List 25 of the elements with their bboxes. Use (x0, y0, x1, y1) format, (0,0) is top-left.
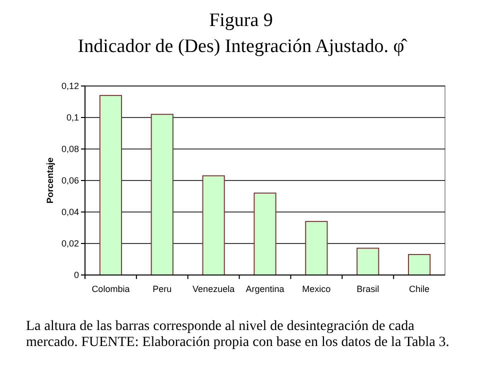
bar (254, 192, 276, 276)
x-tick-label: Venezuela (192, 284, 235, 294)
y-tick-label: 0,08 (61, 144, 79, 154)
chart-subtitle: Indicador de (Des) Integración Ajustado. φ̂ (78, 36, 408, 57)
x-tick-label: Chile (409, 284, 430, 294)
x-tick-label: Colombia (92, 284, 130, 294)
bar (305, 220, 328, 276)
bar (408, 254, 431, 276)
y-tick-label: 0,06 (61, 176, 79, 186)
y-tick-label: 0,04 (61, 207, 79, 218)
bar (202, 175, 225, 276)
x-tick-label: Mexico (302, 284, 331, 294)
bar (356, 248, 380, 276)
y-axis-title: Porcentaje (45, 157, 55, 204)
y-tick-label: 0,1 (66, 112, 79, 123)
bar (150, 114, 174, 276)
y-tick-label: 0,02 (61, 238, 79, 249)
x-tick-label: Brasil (356, 284, 380, 294)
y-tick-label: 0,12 (61, 81, 79, 92)
chart-title: Figura 9 (209, 10, 273, 31)
x-tick-label: Peru (152, 284, 172, 294)
y-tick-label: 0 (74, 270, 79, 280)
text: La altura de las barras corresponde al nivel de desintegración de cada mercado. FUENTE: Elaboración propia con base en los datos de la Tabla 3. (26, 319, 450, 350)
x-tick-label: Argentina (246, 284, 284, 294)
bar (99, 94, 122, 276)
